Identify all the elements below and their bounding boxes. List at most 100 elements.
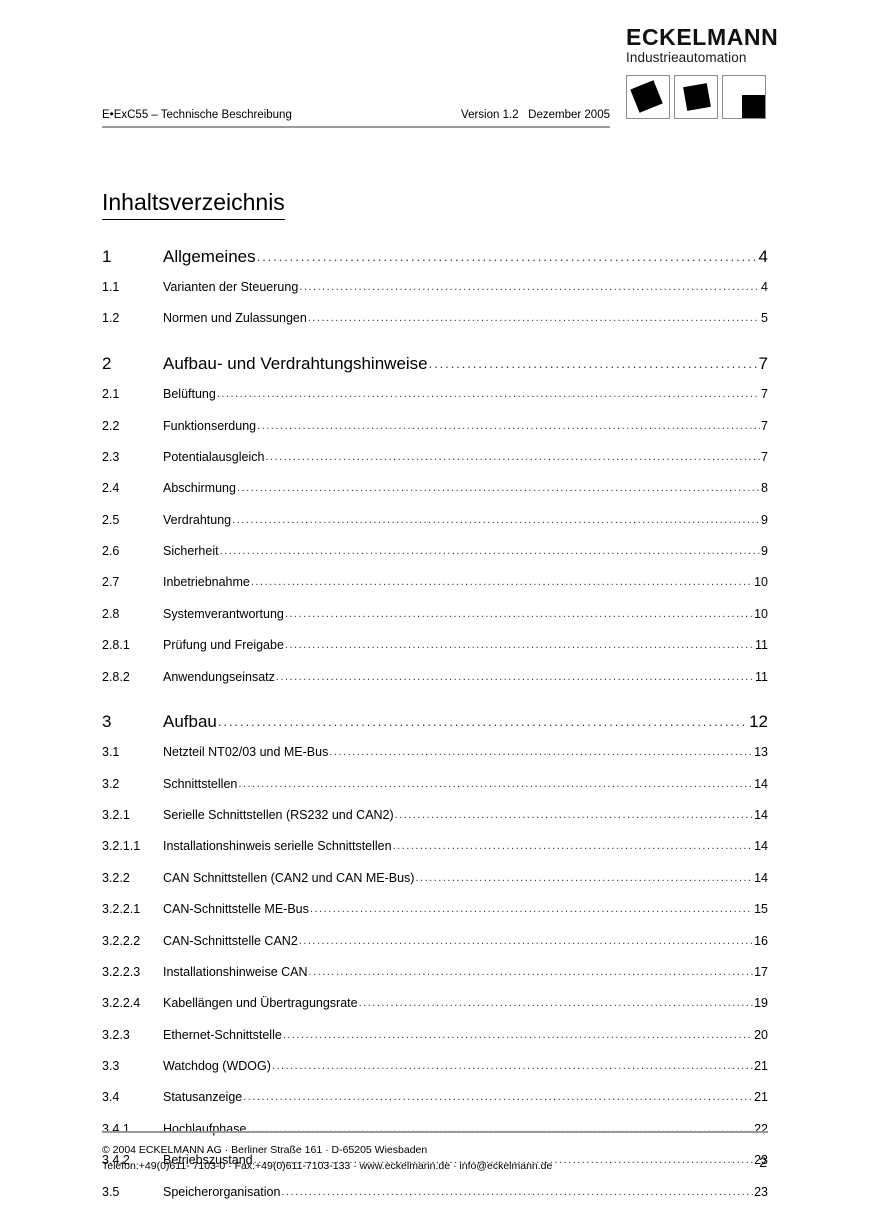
toc-entry-page: 19: [754, 996, 768, 1011]
toc-entry[interactable]: 3.2.1.1 Installationshinweis serielle Sch…: [102, 838, 768, 855]
toc-leader-dots: ........................................…: [217, 714, 749, 730]
toc-entry-label: Sicherheit: [163, 544, 219, 558]
toc-entry-label: Schnittstellen: [163, 776, 238, 791]
toc-entry-label: Installationshinweise CAN: [163, 964, 308, 979]
toc-entry[interactable]: 3.2.1 Serielle Schnittstellen (RS232 und …: [102, 807, 768, 824]
toc-entry-page: 4: [761, 279, 768, 294]
toc-leader-dots: ........................................…: [309, 903, 754, 916]
toc-entry[interactable]: 3.2.2.1 CAN-Schnittstelle ME-Bus.........…: [102, 901, 768, 918]
toc-entry-page: 4: [758, 247, 768, 266]
toc-entry-label: Serielle Schnittstellen (RS232 und CAN2): [163, 808, 394, 823]
toc-entry-label: Netzteil NT02/03 und ME-Bus: [163, 745, 329, 760]
toc-leader-dots: ........................................…: [282, 1028, 753, 1041]
toc-entry-number: 2.5: [102, 512, 120, 527]
toc-entry-label: Systemverantwortung: [163, 606, 284, 621]
toc-entry[interactable]: 1.2 Normen und Zulassungen...............…: [102, 310, 768, 327]
toc-entry-label: Watchdog (WDOG): [163, 1059, 271, 1074]
footer-company-info: © 2004 ECKELMANN AG · Berliner Straße 16…: [102, 1142, 552, 1175]
toc-entry[interactable]: 3.2.2 CAN Schnittstellen (CAN2 und CAN ME…: [102, 870, 768, 887]
table-of-contents: 1 Allgemeines............................…: [102, 246, 768, 1215]
toc-entry[interactable]: 2.7 Inbetriebnahme.......................…: [102, 574, 768, 591]
toc-entry-label: Kabellängen und Übertragungsrate: [163, 996, 358, 1011]
toc-entry-number: 2.4: [102, 481, 120, 496]
toc-entry-page: 17: [754, 964, 768, 979]
toc-entry[interactable]: 3.2.2.3 Installationshinweise CAN........…: [102, 964, 768, 981]
toc-entry[interactable]: 2.1 Belüftung............................…: [102, 386, 768, 403]
toc-entry-number: 3.2.1.1: [102, 839, 141, 854]
toc-entry[interactable]: 2.8 Systemverantwortung..................…: [102, 606, 768, 623]
logo-subtitle: Industrieautomation: [626, 50, 747, 65]
page-footer: © 2004 ECKELMANN AG · Berliner Straße 16…: [102, 1131, 768, 1175]
toc-entry-page: 11: [755, 638, 768, 653]
logo-wordmark: ECKELMANN: [626, 24, 779, 50]
toc-entry-page: 16: [754, 933, 768, 948]
toc-entry-number: 3.2.2.1: [102, 902, 141, 917]
toc-entry-page: 21: [754, 1059, 768, 1074]
toc-entry[interactable]: 2.2 Funktionserdung......................…: [102, 418, 768, 435]
footer-divider: [102, 1131, 768, 1133]
toc-entry[interactable]: 1 Allgemeines............................…: [102, 246, 768, 269]
toc-entry[interactable]: 2.3 Potentialausgleich...................…: [102, 449, 768, 466]
toc-entry-number: 1: [102, 247, 112, 266]
toc-entry[interactable]: 2 Aufbau- und Verdrahtungshinweise.......…: [102, 353, 768, 376]
toc-entry-label: Varianten der Steuerung: [163, 279, 299, 294]
toc-entry[interactable]: 3.4 Statusanzeige........................…: [102, 1089, 768, 1106]
toc-leader-dots: ........................................…: [256, 249, 758, 264]
toc-entry[interactable]: 3.2.2.4 Kabellängen und Übertragungsrate.…: [102, 995, 768, 1012]
toc-entry[interactable]: 3.5 Speicherorganisation.................…: [102, 1184, 768, 1201]
toc-entry-number: 3.4.2: [102, 1153, 130, 1168]
toc-entry-page: 7: [761, 387, 768, 402]
toc-entry-label: Funktionserdung: [163, 418, 257, 433]
logo-mark-group: [626, 74, 774, 119]
toc-entry[interactable]: 3.2.3 Ethernet-Schnittstelle.............…: [102, 1027, 768, 1044]
page-title: Inhaltsverzeichnis: [102, 188, 285, 220]
toc-entry[interactable]: 3.2 Schnittstellen.......................…: [102, 776, 768, 793]
toc-entry[interactable]: 3.2.2.2 CAN-Schnittstelle CAN2...........…: [102, 933, 768, 950]
toc-entry[interactable]: 3 Aufbau.................................…: [102, 711, 768, 734]
toc-entry-page: 10: [754, 575, 768, 590]
toc-entry-number: 2.8.1: [102, 638, 130, 653]
toc-entry[interactable]: 3.4.2 Betriebszustand....................…: [102, 1152, 768, 1169]
toc-entry-label: Speicherorganisation: [163, 1184, 281, 1199]
toc-entry[interactable]: 2.6 Sicherheit...........................…: [102, 543, 768, 560]
toc-leader-dots: ........................................…: [358, 997, 754, 1010]
toc-entry-number: 3.2.3: [102, 1027, 130, 1042]
toc-entry[interactable]: 3.3 Watchdog (WDOG)......................…: [102, 1058, 768, 1075]
toc-entry-page: 23: [754, 1184, 768, 1199]
toc-entry-label: CAN-Schnittstelle ME-Bus: [163, 902, 309, 917]
toc-leader-dots: ........................................…: [284, 639, 755, 652]
toc-leader-dots: ........................................…: [394, 809, 753, 822]
toc-entry-label: Betriebszustand: [163, 1153, 253, 1168]
toc-leader-dots: ........................................…: [232, 513, 760, 526]
toc-leader-dots: ........................................…: [238, 777, 754, 790]
toc-entry-page: 7: [761, 449, 768, 464]
toc-entry-label: Installationshinweis serielle Schnittste…: [163, 839, 392, 854]
toc-leader-dots: ........................................…: [281, 1185, 753, 1198]
toc-entry[interactable]: 3.1 Netzteil NT02/03 und ME-Bus..........…: [102, 744, 768, 761]
toc-entry[interactable]: 2.8.2 Anwendungseinsatz..................…: [102, 669, 768, 686]
toc-entry-number: 2.8.2: [102, 669, 130, 684]
toc-leader-dots: ........................................…: [219, 545, 760, 557]
toc-leader-dots: ........................................…: [253, 1154, 753, 1167]
toc-entry[interactable]: 2.4 Abschirmung..........................…: [102, 480, 768, 497]
toc-leader-dots: ........................................…: [307, 312, 760, 325]
header-document-title: E•ExC55 – Technische Beschreibung: [102, 109, 292, 121]
toc-leader-dots: ........................................…: [257, 419, 761, 432]
toc-leader-dots: ........................................…: [216, 388, 760, 401]
toc-entry[interactable]: 2.8.1 Prüfung und Freigabe...............…: [102, 637, 768, 654]
toc-entry[interactable]: 1.1 Varianten der Steuerung..............…: [102, 279, 768, 296]
toc-entry[interactable]: 2.5 Verdrahtung..........................…: [102, 512, 768, 529]
toc-entry-number: 3.5: [102, 1184, 120, 1199]
toc-entry-label: CAN Schnittstellen (CAN2 und CAN ME-Bus): [163, 870, 415, 885]
toc-entry-label: Aufbau- und Verdrahtungshinweise: [163, 354, 428, 374]
toc-leader-dots: ........................................…: [308, 965, 754, 978]
toc-entry-label: Potentialausgleich: [163, 449, 265, 464]
toc-leader-dots: ........................................…: [298, 934, 753, 947]
toc-entry-label: Belüftung: [163, 387, 216, 402]
toc-entry-page: 21: [754, 1090, 768, 1105]
toc-entry-number: 3.2.2: [102, 870, 130, 885]
toc-entry-label: Allgemeines: [163, 247, 256, 266]
toc-leader-dots: ........................................…: [265, 450, 760, 463]
page-number: 2: [759, 1154, 767, 1170]
